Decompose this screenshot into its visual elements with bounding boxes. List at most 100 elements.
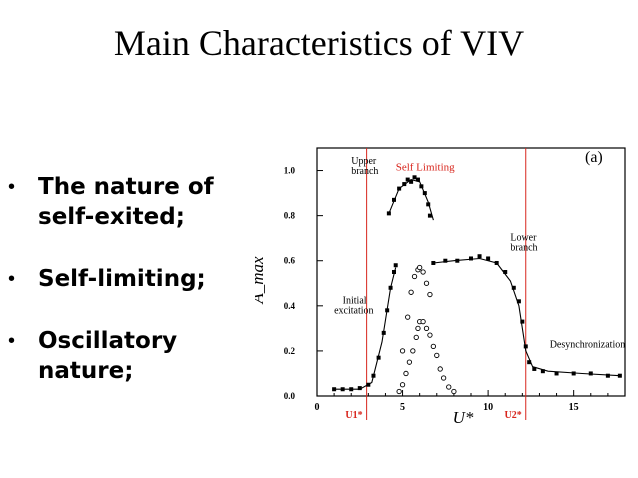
fit-curve [334, 267, 397, 390]
initial-excitation-label: Initial [343, 296, 367, 307]
data-point [588, 371, 593, 376]
data-point [427, 213, 432, 218]
data-point [413, 334, 419, 341]
data-point [381, 330, 386, 335]
bullet-line: Self-limiting; [38, 266, 206, 292]
bullet-line: nature; [38, 358, 134, 384]
data-point [411, 273, 418, 280]
bullet-marker: • [8, 330, 16, 352]
data-point [494, 260, 499, 265]
data-point [571, 371, 576, 376]
bullet-item: • Self-limiting; [8, 264, 258, 294]
self-limiting-label: Self Limiting [396, 162, 455, 174]
data-point [417, 264, 423, 271]
data-point [409, 179, 414, 184]
data-point [399, 348, 406, 354]
panel-label: (a) [585, 149, 603, 166]
data-point [511, 285, 516, 290]
data-point [423, 280, 430, 286]
x-tick-label: 10 [483, 402, 493, 413]
initial-excitation-label: excitation [334, 306, 373, 317]
data-point [399, 382, 406, 388]
slide-title: Main Characteristics of VIV [113, 23, 525, 63]
data-point [516, 299, 521, 304]
data-point [357, 386, 362, 391]
y-tick-label: 0.6 [284, 256, 296, 266]
bullet-marker: • [8, 176, 16, 198]
data-point [540, 369, 545, 374]
bullet-line: self-exited; [38, 204, 185, 230]
data-point [423, 325, 430, 332]
data-point [419, 184, 424, 189]
bullet-marker: • [8, 268, 16, 290]
x-tick-label: 5 [400, 402, 405, 413]
data-point [440, 375, 447, 381]
data-point [402, 182, 407, 187]
fit-curve [433, 257, 620, 377]
data-point [422, 191, 427, 196]
data-point [371, 373, 376, 378]
data-point [446, 384, 452, 390]
data-point [437, 366, 443, 372]
data-point [392, 197, 396, 202]
data-point [415, 177, 420, 182]
data-point [408, 289, 414, 295]
upper-branch-label: branch [351, 166, 378, 177]
data-point [405, 314, 411, 320]
data-point [426, 202, 431, 207]
y-tick-label: 0.2 [284, 346, 296, 356]
data-point [386, 211, 391, 216]
data-point [434, 352, 440, 359]
lower-branch-label: branch [510, 243, 537, 254]
data-point [430, 343, 437, 350]
data-point [427, 332, 433, 338]
data-point [415, 325, 421, 332]
desynchronization-label: Desynchronization [550, 340, 626, 351]
data-point [397, 186, 402, 191]
data-point [340, 387, 345, 392]
bullet-item: • Oscillatory nature; [8, 326, 258, 386]
bullet-line: The nature of [38, 174, 214, 200]
data-point [376, 355, 381, 360]
bullet-item: • The nature of self-exited; [8, 172, 258, 232]
data-point [405, 177, 410, 182]
x-tick-label: 0 [315, 402, 320, 413]
y-tick-label: 0.4 [284, 301, 296, 311]
data-point [427, 291, 433, 298]
data-point [385, 308, 390, 313]
data-point [477, 254, 482, 259]
data-point [617, 373, 622, 378]
y-tick-label: 1.0 [284, 166, 296, 176]
data-point [605, 373, 610, 378]
data-point [403, 370, 409, 377]
data-point [332, 387, 337, 392]
data-point [406, 359, 413, 365]
data-point [392, 270, 396, 274]
u1-label: U1* [345, 410, 362, 421]
data-point [523, 344, 528, 349]
data-point [420, 318, 426, 325]
data-point [410, 348, 416, 354]
data-point [431, 260, 436, 265]
y-tick-label: 0.0 [284, 391, 296, 401]
bullet-line: Oscillatory [38, 328, 178, 354]
data-point [349, 387, 354, 392]
data-point [412, 175, 417, 180]
u2-label: U2* [505, 410, 522, 421]
data-point [366, 382, 371, 387]
x-tick-label: 15 [569, 402, 579, 413]
data-point [503, 270, 508, 274]
viv-amplitude-chart: (a) A_max U* U1* U2* 0 5 10 15 0.0 0.2 0.4 0.6 0… [255, 147, 626, 427]
upper-branch-label: Upper [351, 156, 377, 167]
data-point [520, 319, 525, 324]
data-point [469, 256, 473, 261]
data-point [486, 256, 491, 261]
data-point [455, 258, 460, 263]
y-axis-label: A_max [255, 256, 267, 305]
data-point [527, 360, 532, 365]
data-point [388, 285, 393, 290]
data-point [532, 366, 537, 371]
data-point [420, 269, 426, 275]
data-point [451, 388, 457, 395]
x-axis-label: U* [453, 408, 474, 427]
